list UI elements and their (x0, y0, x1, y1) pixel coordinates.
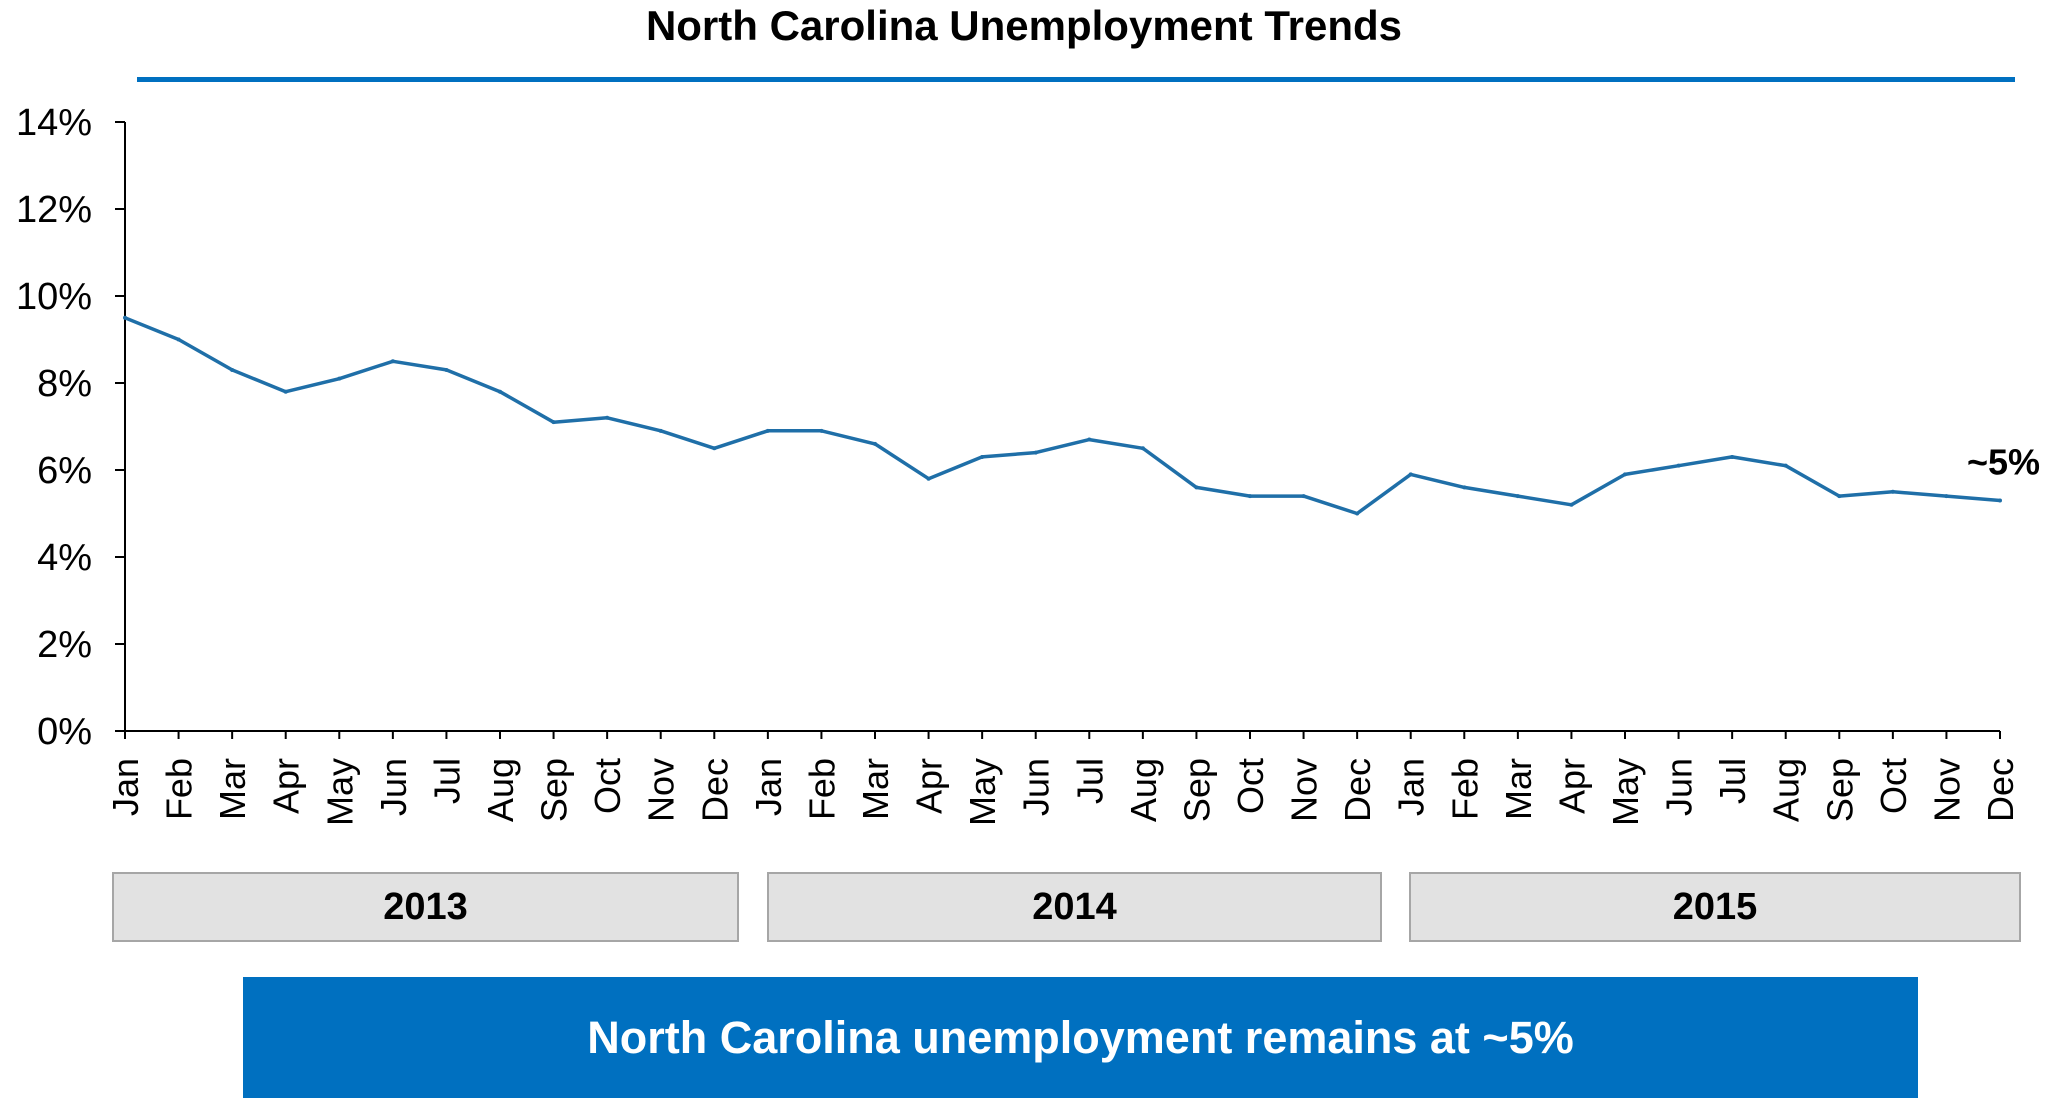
data-point (1033, 450, 1038, 455)
x-tick-label: Dec (1980, 758, 2021, 822)
x-tick-label: Jan (748, 758, 789, 816)
x-tick-label: Oct (1230, 758, 1271, 814)
series-group: ~5% (123, 315, 2040, 516)
y-tick-label: 2% (37, 624, 92, 666)
data-point (230, 367, 235, 372)
title-rule (137, 77, 2015, 82)
data-point (1301, 494, 1306, 499)
x-tick-label: Jun (373, 758, 414, 816)
x-tick-label: May (962, 758, 1003, 826)
callout-banner: North Carolina unemployment remains at ~… (243, 977, 1918, 1098)
x-tick-label: Apr (909, 758, 950, 814)
x-tick-label: Sep (534, 758, 575, 822)
x-tick-label: Jan (1391, 758, 1432, 816)
data-point (605, 415, 610, 420)
y-tick-label: 14% (16, 102, 92, 144)
x-tick-label: Mar (212, 758, 253, 820)
x-tick-label: May (319, 758, 360, 826)
x-tick-label: Mar (855, 758, 896, 820)
x-tick-label: Nov (1284, 758, 1325, 822)
x-tick-label: Dec (1337, 758, 1378, 822)
data-point (1676, 463, 1681, 468)
data-point (658, 428, 663, 433)
x-tick-label: Aug (480, 758, 521, 822)
x-tick-label: Apr (1551, 758, 1592, 814)
data-point (926, 476, 931, 481)
y-tick-label: 8% (37, 363, 92, 405)
x-tick-label: Oct (587, 758, 628, 814)
data-point (1087, 437, 1092, 442)
x-tick-label: Aug (1766, 758, 1807, 822)
x-tick-label: Feb (801, 758, 842, 820)
data-point (1944, 494, 1949, 499)
x-tick-label: Jul (426, 758, 467, 804)
data-point (1998, 498, 2002, 503)
data-point (1408, 472, 1413, 477)
data-point (1140, 446, 1145, 451)
x-tick-label: Sep (1819, 758, 1860, 822)
y-tick-label: 4% (37, 537, 92, 579)
data-point (873, 441, 877, 446)
data-point (1515, 494, 1520, 499)
data-point (712, 446, 717, 451)
data-point (980, 454, 985, 459)
chart-title: North Carolina Unemployment Trends (645, 2, 1403, 49)
data-point (1194, 485, 1199, 490)
x-tick-label: Jan (105, 758, 146, 816)
y-axis: 0% 2% 4% 6% 8% 10% 12% 14% (16, 102, 126, 753)
data-point (1569, 502, 1574, 507)
x-tick-label: Apr (266, 758, 307, 814)
y-tick-label: 10% (16, 276, 92, 318)
data-point (123, 315, 127, 320)
x-tick-label: Oct (1873, 758, 1914, 814)
x-tick-label: Sep (1176, 758, 1217, 822)
data-point (1890, 489, 1895, 494)
data-point (176, 337, 181, 342)
data-point (1783, 463, 1788, 468)
data-point (819, 428, 824, 433)
data-point (498, 389, 502, 394)
year-box-2013: 2013 (112, 872, 739, 942)
x-tick-label: Jun (1659, 758, 1700, 816)
x-tick-label: Mar (1498, 758, 1539, 820)
year-box-2014: 2014 (767, 872, 1382, 942)
x-tick-label: Nov (1926, 758, 1967, 822)
year-box-2015: 2015 (1409, 872, 2021, 942)
x-tick-label: Feb (159, 758, 200, 820)
y-tick-label: 12% (16, 189, 92, 231)
end-value-label: ~5% (1967, 441, 2040, 482)
x-tick-label: Feb (1444, 758, 1485, 820)
data-point (551, 420, 556, 425)
data-point (1462, 485, 1467, 490)
data-point (1248, 494, 1252, 499)
x-tick-label: May (1605, 758, 1646, 826)
x-axis: Jan Feb Mar Apr May Jun Jul Aug Sep Oct Nov Dec Jan F… (105, 730, 2021, 826)
data-point (444, 367, 449, 372)
data-point (1837, 494, 1842, 499)
x-tick-label: Jul (1069, 758, 1110, 804)
data-point (1355, 511, 1360, 516)
data-point (390, 359, 395, 364)
x-tick-label: Jul (1712, 758, 1753, 804)
data-point (337, 376, 342, 381)
line-chart: 0% 2% 4% 6% 8% 10% 12% 14% Jan Feb Mar Apr May Jun Ju… (16, 102, 2040, 826)
data-point (1730, 454, 1735, 459)
x-tick-label: Jun (1016, 758, 1057, 816)
data-point (765, 428, 770, 433)
x-tick-label: Nov (641, 758, 682, 822)
series-line (124, 316, 2001, 516)
data-point (283, 389, 288, 394)
y-tick-label: 6% (37, 450, 92, 492)
data-point (1623, 472, 1627, 477)
y-tick-label: 0% (37, 711, 92, 753)
x-tick-label: Dec (694, 758, 735, 822)
x-tick-label: Aug (1123, 758, 1164, 822)
